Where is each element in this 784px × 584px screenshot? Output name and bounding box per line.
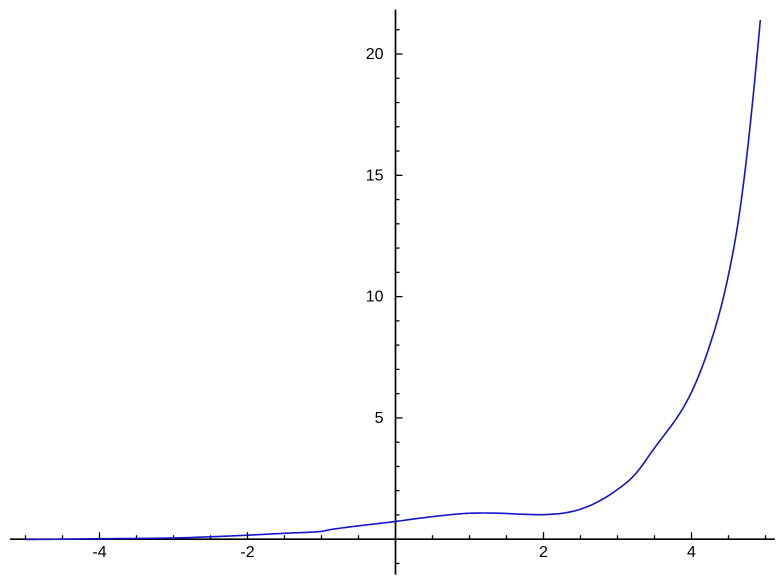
svg-text:-4: -4 [92, 544, 106, 561]
svg-text:15: 15 [366, 167, 384, 184]
svg-text:-2: -2 [240, 544, 254, 561]
svg-text:10: 10 [366, 289, 384, 306]
svg-text:5: 5 [375, 410, 384, 427]
svg-text:4: 4 [687, 544, 696, 561]
svg-text:2: 2 [539, 544, 548, 561]
svg-text:20: 20 [366, 46, 384, 63]
